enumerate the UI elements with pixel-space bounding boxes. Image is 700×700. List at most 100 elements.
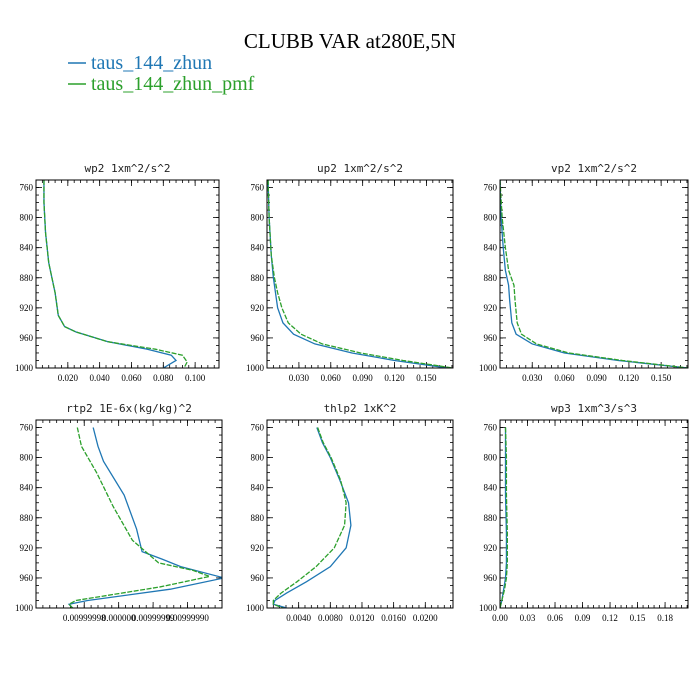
panel-title: wp3 1xm^3/s^3 bbox=[551, 402, 637, 415]
y-tick-label: 880 bbox=[484, 273, 498, 283]
y-tick-label: 960 bbox=[20, 333, 34, 343]
y-tick-label: 840 bbox=[20, 483, 34, 493]
x-tick-label: 0.0080 bbox=[318, 613, 343, 623]
y-tick-label: 920 bbox=[251, 303, 265, 313]
x-tick-label: 0.0160 bbox=[381, 613, 406, 623]
x-tick-label: 0.020 bbox=[58, 373, 79, 383]
panel-title: up2 1xm^2/s^2 bbox=[317, 162, 403, 175]
x-tick-label: 0.06 bbox=[547, 613, 563, 623]
plot-frame bbox=[499, 179, 689, 369]
plot-frame bbox=[499, 419, 689, 609]
x-tick-label: 0.120 bbox=[384, 373, 405, 383]
x-tick-label: 0.090 bbox=[587, 373, 608, 383]
panel-4: rtp2 1E-6x(kg/kg)^2 760 800 840 880 920 960 100… bbox=[15, 402, 223, 623]
x-tick-label: 0.12 bbox=[602, 613, 618, 623]
y-tick-label: 1000 bbox=[479, 603, 498, 613]
y-tick-label: 800 bbox=[20, 213, 34, 223]
y-tick-label: 880 bbox=[251, 513, 265, 523]
x-tick-label: 0.000000 bbox=[102, 613, 136, 623]
series-line-zhun bbox=[272, 427, 352, 608]
x-tick-label: 0.060 bbox=[554, 373, 575, 383]
x-tick-label: 0.080 bbox=[153, 373, 174, 383]
x-tick-label: 0.18 bbox=[657, 613, 673, 623]
y-tick-label: 920 bbox=[484, 543, 498, 553]
y-tick-label: 760 bbox=[251, 183, 265, 193]
x-tick-label: 0.090 bbox=[353, 373, 374, 383]
x-tick-label: 0.00999999 bbox=[132, 613, 175, 623]
x-tick-label: 0.040 bbox=[90, 373, 111, 383]
y-tick-label: 760 bbox=[20, 423, 34, 433]
plot-frame bbox=[35, 179, 220, 369]
y-tick-label: 1000 bbox=[15, 603, 34, 613]
plot-frame bbox=[35, 419, 223, 609]
x-tick-label: 0.00 bbox=[492, 613, 508, 623]
x-tick-label: 0.15 bbox=[630, 613, 646, 623]
y-tick-label: 760 bbox=[484, 423, 498, 433]
series-line-zhun bbox=[267, 180, 448, 368]
x-tick-label: 0.120 bbox=[619, 373, 640, 383]
y-tick-label: 840 bbox=[251, 483, 265, 493]
y-tick-label: 800 bbox=[484, 213, 498, 223]
y-tick-label: 1000 bbox=[246, 363, 265, 373]
x-tick-label: 0.100 bbox=[185, 373, 206, 383]
x-tick-label: 0.060 bbox=[321, 373, 342, 383]
x-tick-label: 0.00999990 bbox=[166, 613, 209, 623]
x-tick-label: 0.00999998 bbox=[63, 613, 106, 623]
x-tick-label: 0.150 bbox=[416, 373, 437, 383]
legend-label-2: taus_144_zhun_pmf bbox=[91, 73, 255, 95]
panel-3: vp2 1xm^2/s^2 760 800 840 880 920 960 1000 0.030… bbox=[479, 162, 689, 383]
y-tick-label: 1000 bbox=[246, 603, 265, 613]
x-tick-label: 0.030 bbox=[522, 373, 543, 383]
panel-1: wp2 1xm^2/s^2 760 800 840 880 920 960 1000 0.020… bbox=[15, 162, 220, 383]
series-line-zhun-pmf bbox=[43, 180, 188, 368]
x-tick-label: 0.09 bbox=[575, 613, 591, 623]
panel-title: vp2 1xm^2/s^2 bbox=[551, 162, 637, 175]
panel-2: up2 1xm^2/s^2 760 800 840 880 920 960 1000 0.030… bbox=[246, 162, 454, 383]
series-line-zhun-pmf bbox=[68, 427, 212, 608]
plot-frame bbox=[266, 179, 454, 369]
series-line-zhun-pmf bbox=[267, 180, 453, 368]
y-tick-label: 840 bbox=[20, 243, 34, 253]
x-tick-label: 0.03 bbox=[520, 613, 536, 623]
y-tick-label: 800 bbox=[484, 453, 498, 463]
y-tick-label: 1000 bbox=[479, 363, 498, 373]
series-line-zhun bbox=[43, 180, 178, 368]
y-tick-label: 960 bbox=[251, 333, 265, 343]
series-line-zhun bbox=[500, 427, 508, 608]
y-tick-label: 1000 bbox=[15, 363, 34, 373]
x-tick-label: 0.030 bbox=[289, 373, 310, 383]
series-line-zhun bbox=[500, 180, 688, 368]
y-tick-label: 920 bbox=[251, 543, 265, 553]
y-tick-label: 960 bbox=[484, 573, 498, 583]
y-tick-label: 880 bbox=[20, 513, 34, 523]
y-tick-label: 840 bbox=[484, 483, 498, 493]
y-tick-label: 840 bbox=[484, 243, 498, 253]
panels: wp2 1xm^2/s^2 760 800 840 880 920 960 1000 0.020… bbox=[15, 162, 689, 623]
y-tick-label: 800 bbox=[251, 213, 265, 223]
series-line-zhun bbox=[67, 427, 222, 608]
y-tick-label: 760 bbox=[20, 183, 34, 193]
y-tick-label: 800 bbox=[20, 453, 34, 463]
y-tick-label: 880 bbox=[484, 513, 498, 523]
panel-5: thlp2 1xK^2 760 800 840 880 920 960 1000 0.0040 0… bbox=[246, 402, 454, 623]
legend: taus_144_zhun taus_144_zhun_pmf bbox=[68, 52, 255, 95]
y-tick-label: 760 bbox=[251, 423, 265, 433]
x-tick-label: 0.0200 bbox=[413, 613, 438, 623]
y-tick-label: 920 bbox=[484, 303, 498, 313]
y-tick-label: 960 bbox=[251, 573, 265, 583]
series-line-zhun-pmf bbox=[272, 427, 347, 608]
y-tick-label: 800 bbox=[251, 453, 265, 463]
panel-title: wp2 1xm^2/s^2 bbox=[84, 162, 170, 175]
panel-title: rtp2 1E-6x(kg/kg)^2 bbox=[66, 402, 192, 415]
y-tick-label: 960 bbox=[484, 333, 498, 343]
plot-frame bbox=[266, 419, 454, 609]
y-tick-label: 880 bbox=[20, 273, 34, 283]
y-tick-label: 760 bbox=[484, 183, 498, 193]
y-tick-label: 920 bbox=[20, 543, 34, 553]
x-tick-label: 0.060 bbox=[121, 373, 142, 383]
y-tick-label: 920 bbox=[20, 303, 34, 313]
y-tick-label: 960 bbox=[20, 573, 34, 583]
x-tick-label: 0.0040 bbox=[286, 613, 311, 623]
